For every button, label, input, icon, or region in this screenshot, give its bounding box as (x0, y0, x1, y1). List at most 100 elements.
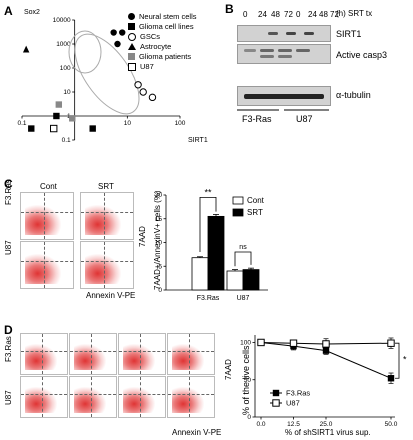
data-point (387, 375, 395, 382)
facs-plot (69, 376, 117, 418)
data-point (89, 125, 96, 132)
panel-letter-b: B (225, 2, 234, 16)
sig-bracket (199, 196, 217, 252)
blot-band (278, 49, 292, 52)
line-ylabel: % of the live cells (241, 345, 251, 415)
facs-plot (80, 192, 134, 240)
blot-timepoint: 24 (258, 10, 267, 19)
sig-label: * (403, 354, 407, 364)
legend-marker (128, 32, 136, 41)
blot-band (244, 94, 324, 99)
blot-label-casp3: Active casp3 (336, 50, 388, 60)
facs-xlabel-c: Annexin V-PE (86, 291, 136, 300)
blot-band (286, 32, 296, 35)
data-point (322, 347, 330, 354)
gsc-cluster-ellipse (74, 33, 140, 115)
legend-item: U87 (128, 62, 154, 71)
blot-label-tubulin: α-tubulin (336, 90, 371, 100)
y-tick-label: 100 (60, 65, 71, 72)
legend-item: Neural stem cells (128, 12, 197, 21)
data-point (148, 93, 157, 102)
data-point (114, 40, 121, 48)
legend-marker (128, 62, 136, 71)
blot-sirt1 (237, 25, 331, 42)
legend-label: U87 (140, 62, 154, 71)
x-tick-label: 0.1 (17, 120, 26, 127)
facs-col-cont: Cont (40, 182, 57, 191)
legend-label: F3.Ras (286, 389, 310, 398)
legend-marker (128, 13, 135, 20)
y-tick-label: 5 (158, 263, 162, 270)
legend-label: U87 (286, 399, 300, 408)
blot-casp3 (237, 44, 331, 64)
y-tick-label: 10 (155, 240, 163, 247)
facs-plot (20, 376, 68, 418)
legend-item: Astrocyte (128, 42, 171, 51)
y-tick-label: 0 (158, 287, 162, 294)
data-point (322, 340, 330, 348)
facs-plot (20, 333, 68, 375)
data-point (257, 338, 265, 347)
x-tick-label: F3.Ras (197, 295, 220, 302)
y-tick-label: 50 (244, 377, 252, 384)
panel-letter-c: C (4, 177, 13, 191)
blot-band (260, 49, 274, 52)
x-tick-label: 25.0 (320, 421, 333, 428)
blot-band (278, 55, 292, 58)
data-point (69, 115, 76, 122)
data-point (119, 29, 126, 36)
y-tick-label: 0.1 (62, 137, 71, 144)
facs-plot (167, 376, 215, 418)
legend-label: Glioma patients (139, 52, 192, 61)
series-line (260, 341, 392, 379)
blot-group-f3ras: F3-Ras (242, 114, 272, 124)
sig-label: ns (239, 244, 247, 251)
data-point (134, 81, 142, 89)
blot-timepoint: 0 (243, 10, 248, 19)
data-point (53, 112, 60, 120)
legend-item: GSCs (128, 32, 160, 41)
data-point (22, 45, 30, 53)
blot-timepoint: 24 (308, 10, 317, 19)
legend-marker (128, 53, 135, 60)
data-point (387, 339, 395, 347)
legend-marker (272, 389, 280, 397)
y-tick-label: 15 (155, 216, 163, 223)
blot-timepoint: 48 (319, 10, 328, 19)
blot-band (268, 32, 278, 35)
legend-marker (128, 23, 135, 30)
data-point (50, 124, 58, 133)
legend-marker (272, 399, 280, 407)
legend-swatch (232, 196, 244, 205)
blot-group-u87: U87 (296, 114, 313, 124)
y-tick-label: 20 (155, 192, 163, 199)
panel-letter-a: A (4, 4, 13, 18)
data-point (28, 125, 35, 132)
blot-timepoint: 48 (271, 10, 280, 19)
legend-label: GSCs (140, 32, 161, 41)
y-tick-label: 1000 (56, 41, 71, 48)
panel-letter-d: D (4, 323, 13, 337)
y-tick-label: 10 (63, 89, 71, 96)
blot-header-suffix: (h) SRT tx (336, 9, 373, 18)
nsc-cluster-ellipse (68, 30, 102, 74)
series-line (260, 341, 392, 345)
blot-timepoint: 72 (284, 10, 293, 19)
y-tick-label: 1 (67, 113, 71, 120)
x-tick-label: 12.5 (287, 421, 300, 428)
blot-band (296, 49, 310, 52)
legend-marker (128, 43, 136, 50)
line-xlabel: % of shSIRT1 virus sup. (285, 428, 371, 437)
x-tick-label: U87 (237, 295, 250, 302)
data-point (289, 339, 298, 347)
legend-swatch (232, 208, 244, 217)
y-tick-label: 100 (240, 340, 251, 347)
scatter-xlabel: SIRT1 (188, 137, 208, 144)
legend-item: Glioma patients (128, 52, 191, 61)
x-tick-label: 100 (175, 120, 186, 127)
blot-band (260, 55, 274, 58)
legend-label: SRT (247, 208, 263, 217)
